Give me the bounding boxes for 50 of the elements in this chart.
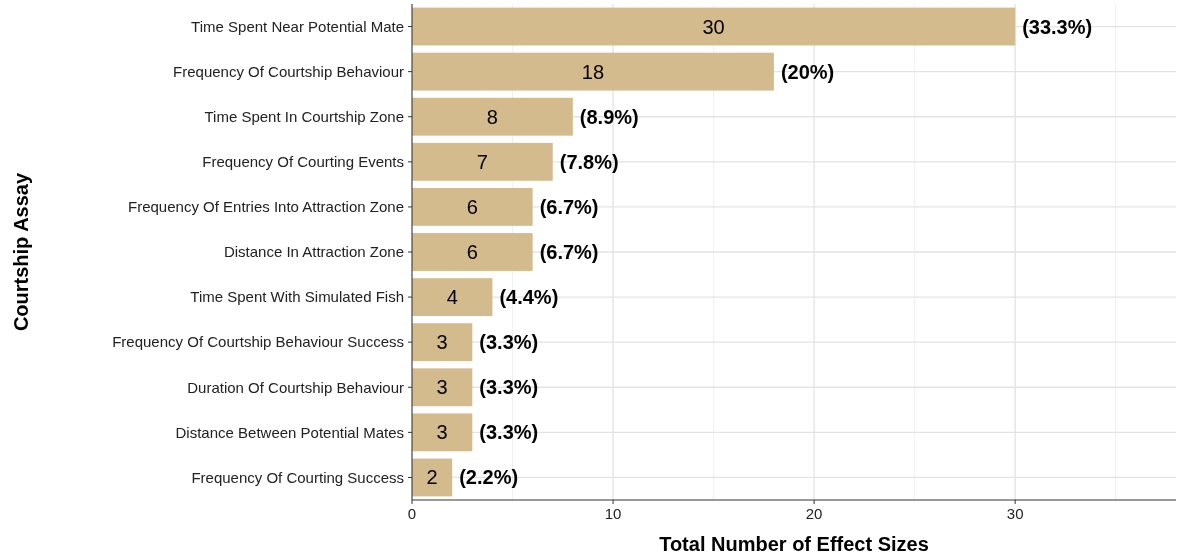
data-label: 3 bbox=[436, 331, 448, 354]
annotation: (2.2%) bbox=[459, 466, 519, 489]
annotation: (7.8%) bbox=[559, 150, 619, 173]
bar bbox=[412, 323, 473, 362]
annotation: (20%) bbox=[780, 60, 835, 83]
bar bbox=[412, 233, 533, 271]
data-label: 6 bbox=[466, 241, 478, 263]
data-label: 4 bbox=[446, 286, 458, 309]
x-tick-label: 30 bbox=[1006, 505, 1024, 522]
x-axis-title: Total Number of Effect Sizes bbox=[659, 533, 929, 555]
data-label: 7 bbox=[476, 150, 488, 173]
y-tick-label: Frequency Of Entries Into Attraction Zone bbox=[128, 198, 404, 216]
y-tick-label: Time Spent Near Potential Mate bbox=[191, 17, 404, 35]
bar bbox=[412, 187, 533, 226]
y-tick-label: Duration Of Courtship Behaviour bbox=[187, 378, 404, 396]
annotation: (6.7%) bbox=[539, 195, 599, 218]
data-label: 18 bbox=[581, 60, 605, 83]
annotation: (3.3%) bbox=[479, 376, 539, 399]
data-label: 30 bbox=[702, 15, 725, 38]
annotation: (33.3%) bbox=[1022, 15, 1093, 38]
x-tick-label: 20 bbox=[805, 505, 823, 522]
bar bbox=[412, 97, 573, 136]
annotation: (3.3%) bbox=[479, 421, 539, 444]
y-tick-label: Frequency Of Courting Success bbox=[191, 468, 404, 486]
annotation: (8.9%) bbox=[579, 105, 639, 128]
annotation: (6.7%) bbox=[539, 241, 599, 263]
bar bbox=[412, 368, 473, 407]
y-tick-label: Time Spent With Simulated Fish bbox=[190, 288, 404, 306]
bar bbox=[412, 458, 453, 497]
x-tick-label: 10 bbox=[604, 505, 622, 522]
y-tick-label: Frequency Of Courting Events bbox=[202, 153, 404, 171]
data-label: 6 bbox=[466, 195, 478, 218]
y-tick-label: Frequency Of Courtship Behaviour Success bbox=[112, 333, 404, 351]
annotation: (4.4%) bbox=[499, 286, 559, 309]
data-label: 3 bbox=[436, 421, 448, 444]
data-label: 3 bbox=[436, 376, 448, 399]
data-label: 8 bbox=[486, 105, 498, 128]
y-tick-label: Time Spent In Courtship Zone bbox=[204, 107, 404, 125]
y-tick-label: Frequency Of Courtship Behaviour bbox=[173, 62, 404, 80]
x-tick-label: 0 bbox=[407, 505, 417, 522]
bar bbox=[412, 52, 774, 91]
y-tick-label: Distance In Attraction Zone bbox=[223, 243, 404, 261]
bar bbox=[412, 142, 553, 181]
bar bbox=[412, 7, 1016, 46]
data-label: 2 bbox=[426, 466, 438, 489]
bar bbox=[412, 413, 473, 452]
annotation: (3.3%) bbox=[479, 331, 539, 354]
y-tick-label: Distance Between Potential Mates bbox=[175, 423, 404, 441]
bar bbox=[412, 278, 493, 317]
y-axis-title: Courtship Assay bbox=[10, 172, 32, 332]
